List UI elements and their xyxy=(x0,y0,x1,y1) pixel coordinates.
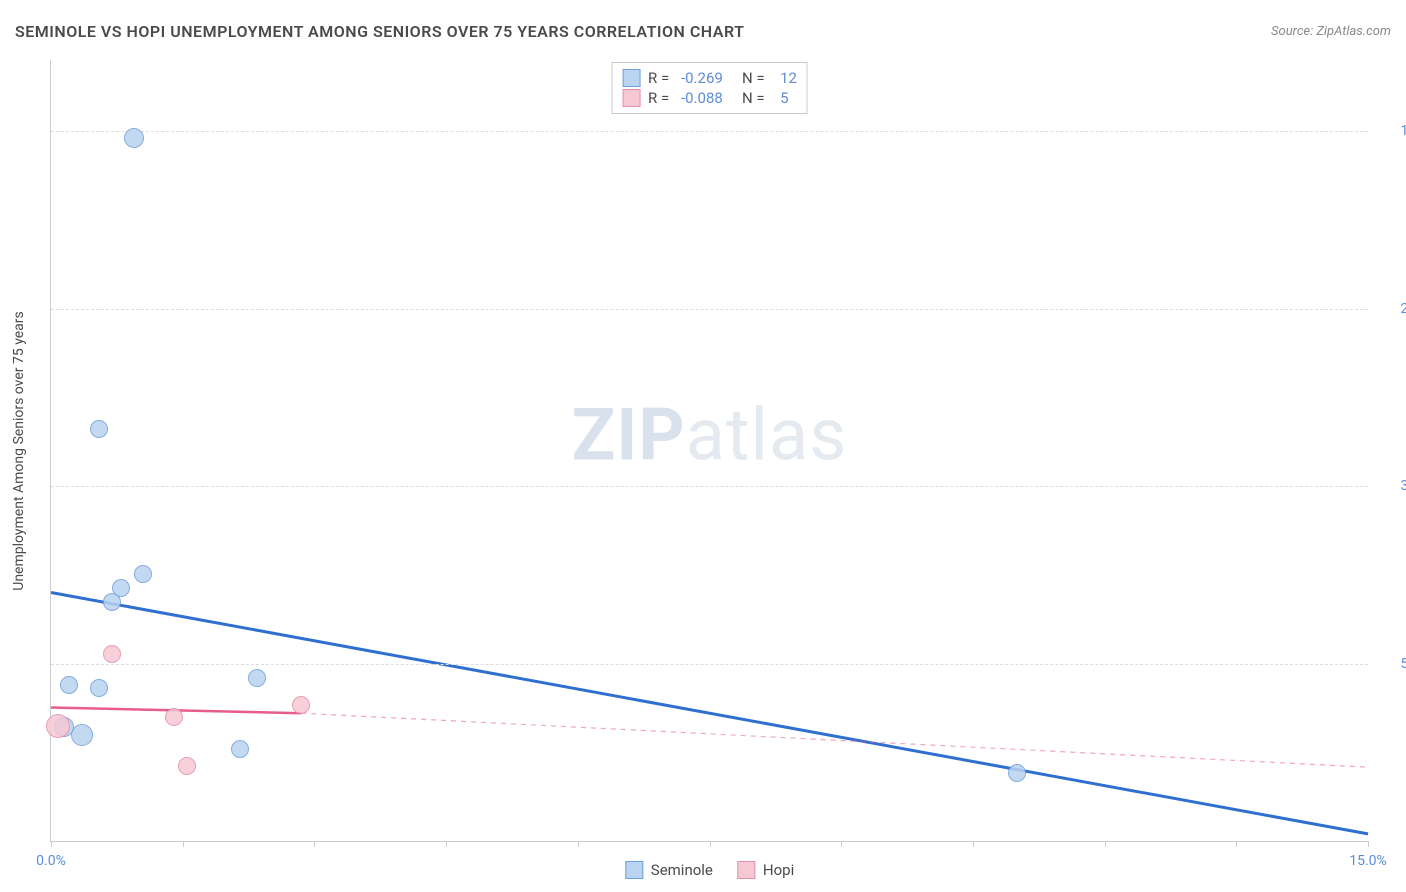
x-tick xyxy=(446,841,447,847)
x-tick xyxy=(841,841,842,847)
chart-header: SEMINOLE VS HOPI UNEMPLOYMENT AMONG SENI… xyxy=(15,22,1391,41)
data-point xyxy=(134,565,152,583)
x-tick xyxy=(1236,841,1237,847)
gridline xyxy=(51,131,1368,132)
trend-line xyxy=(51,593,1368,834)
watermark: ZIPatlas xyxy=(572,392,848,477)
watermark-light: atlas xyxy=(686,392,848,477)
legend-label: Hopi xyxy=(763,861,794,879)
x-tick-label: 0.0% xyxy=(36,853,66,869)
stat-label: R = xyxy=(648,69,673,87)
legend-swatch xyxy=(737,861,755,879)
x-tick xyxy=(710,841,711,847)
x-tick xyxy=(1368,841,1369,847)
data-point xyxy=(103,593,121,611)
y-axis-title: Unemployment Among Seniors over 75 years xyxy=(11,311,27,591)
trend-lines-layer xyxy=(51,60,1368,841)
watermark-bold: ZIP xyxy=(572,392,686,477)
gridline xyxy=(51,664,1368,665)
legend-swatch xyxy=(622,69,640,87)
x-tick xyxy=(314,841,315,847)
data-point xyxy=(248,669,266,687)
data-point xyxy=(60,676,78,694)
legend-label: Seminole xyxy=(651,861,713,879)
data-point xyxy=(292,696,310,714)
data-point xyxy=(90,420,108,438)
data-point xyxy=(103,645,121,663)
data-point xyxy=(46,714,70,738)
stat-label: R = xyxy=(648,89,673,107)
stat-label: N = xyxy=(731,89,769,107)
x-tick-label: 15.0% xyxy=(1349,853,1387,869)
x-tick xyxy=(1105,841,1106,847)
data-point xyxy=(90,679,108,697)
stat-r-value: -0.088 xyxy=(681,89,723,107)
y-tick-label: 37.5% xyxy=(1378,478,1406,494)
chart-plot-area: Unemployment Among Seniors over 75 years… xyxy=(50,60,1368,842)
stats-legend-row: R = -0.269 N = 12 xyxy=(622,69,797,87)
stat-n-value: 12 xyxy=(776,69,797,87)
chart-title: SEMINOLE VS HOPI UNEMPLOYMENT AMONG SENI… xyxy=(15,22,744,41)
y-tick-label: 50.0% xyxy=(1378,656,1406,672)
y-tick-label: 25.0% xyxy=(1378,301,1406,317)
x-tick xyxy=(51,841,52,847)
data-point xyxy=(124,128,144,148)
legend-item: Seminole xyxy=(625,861,713,879)
stat-label: N = xyxy=(731,69,769,87)
data-point xyxy=(165,708,183,726)
series-legend: Seminole Hopi xyxy=(625,861,794,879)
x-tick xyxy=(973,841,974,847)
gridline xyxy=(51,486,1368,487)
stat-n-value: 5 xyxy=(776,89,788,107)
data-point xyxy=(178,757,196,775)
data-point xyxy=(231,740,249,758)
y-tick-label: 12.5% xyxy=(1378,123,1406,139)
legend-item: Hopi xyxy=(737,861,794,879)
data-point xyxy=(1008,764,1026,782)
x-tick xyxy=(183,841,184,847)
legend-swatch xyxy=(622,89,640,107)
stats-legend-row: R = -0.088 N = 5 xyxy=(622,89,797,107)
gridline xyxy=(51,309,1368,310)
trend-line-extension xyxy=(301,713,1368,767)
stats-legend: R = -0.269 N = 12R = -0.088 N = 5 xyxy=(611,62,808,114)
x-tick xyxy=(578,841,579,847)
legend-swatch xyxy=(625,861,643,879)
stat-r-value: -0.269 xyxy=(681,69,723,87)
chart-source: Source: ZipAtlas.com xyxy=(1271,24,1391,39)
